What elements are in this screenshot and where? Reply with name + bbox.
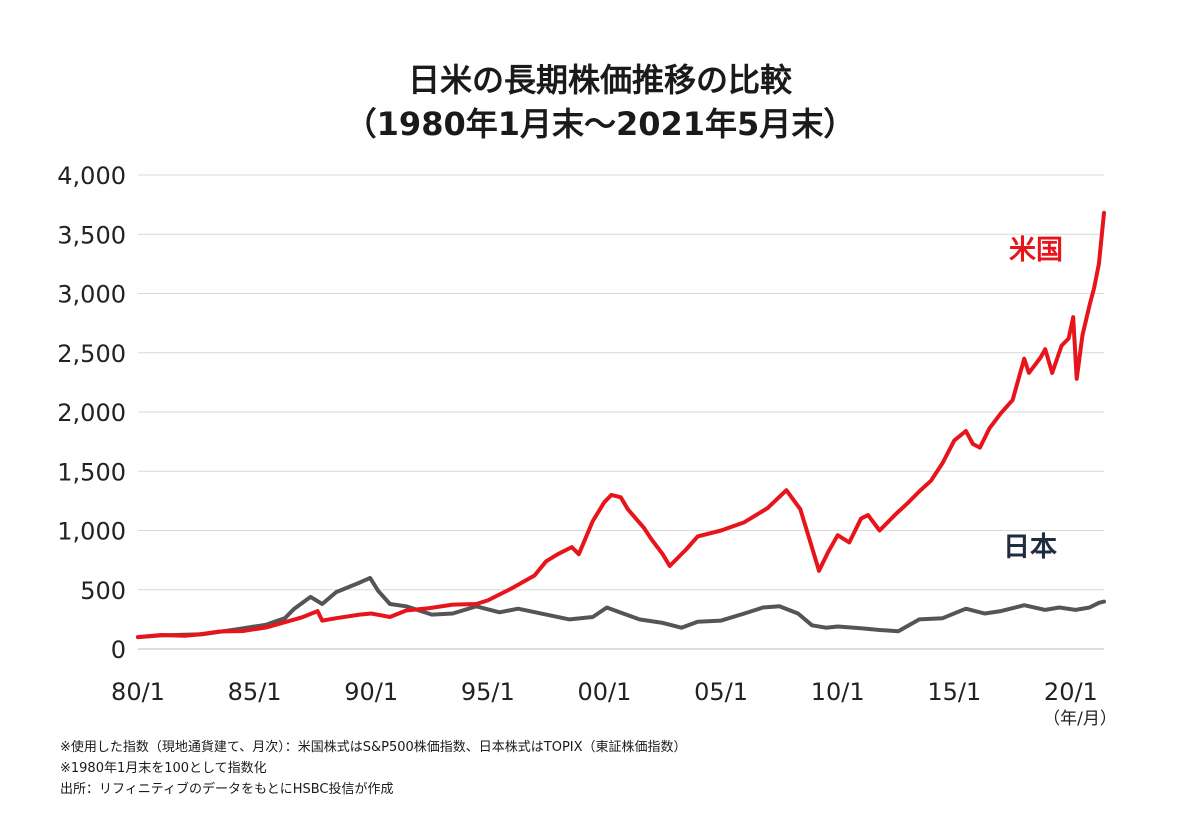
gridlines bbox=[138, 174, 1104, 650]
y-tick-label: 2,500 bbox=[57, 340, 126, 368]
y-tick-label: 2,000 bbox=[57, 399, 126, 427]
y-axis-ticks: 0 500 1,000 1,500 2,000 2,500 3,000 3,500 4,000 bbox=[57, 162, 126, 664]
x-tick-label: 10/1 bbox=[811, 678, 865, 706]
x-tick-label: 15/1 bbox=[927, 678, 981, 706]
series-lines bbox=[136, 210, 1106, 640]
series-label-jp: 日本 bbox=[1003, 532, 1057, 563]
series-label-us: 米国 bbox=[1009, 235, 1063, 266]
x-tick-label: 95/1 bbox=[461, 678, 515, 706]
y-tick-label: 500 bbox=[80, 577, 126, 605]
chart-subtitle: （1980年1月末～2021年5月末） bbox=[344, 105, 856, 143]
y-tick-label: 3,000 bbox=[57, 281, 126, 309]
footnotes: ※使用した指数（現地通貨建て、月次）：米国株式はS&P500株価指数、日本株式は… bbox=[60, 737, 687, 800]
y-tick-label: 1,500 bbox=[57, 458, 126, 486]
chart-title: 日米の長期株価推移の比較 bbox=[407, 61, 792, 99]
footnote-base: ※1980年1月末を100として指数化 bbox=[60, 761, 267, 776]
series-line-us bbox=[136, 210, 1106, 640]
footnote-source: 出所：リフィニティブのデータをもとにHSBC投信が作成 bbox=[60, 782, 394, 797]
x-tick-label: 20/1 bbox=[1044, 678, 1098, 706]
chart-title-block: 日米の長期株価推移の比較 （1980年1月末～2021年5月末） bbox=[0, 58, 1200, 146]
x-tick-label: 90/1 bbox=[344, 678, 398, 706]
x-tick-label: 80/1 bbox=[111, 678, 165, 706]
series-line-jp bbox=[136, 575, 1106, 640]
x-tick-label: 05/1 bbox=[694, 678, 748, 706]
x-tick-label: 85/1 bbox=[228, 678, 282, 706]
y-tick-label: 4,000 bbox=[57, 162, 126, 190]
y-tick-label: 3,500 bbox=[57, 221, 126, 249]
x-axis-ticks: 80/1 85/1 90/1 95/1 00/1 05/1 10/1 15/1 20/1 bbox=[111, 678, 1098, 706]
x-tick-label: 00/1 bbox=[577, 678, 631, 706]
y-tick-label: 1,000 bbox=[57, 518, 126, 546]
y-tick-label: 0 bbox=[111, 636, 126, 664]
footnote-indices: ※使用した指数（現地通貨建て、月次）：米国株式はS&P500株価指数、日本株式は… bbox=[60, 740, 687, 755]
x-axis-unit-label: （年/月） bbox=[1043, 709, 1117, 729]
